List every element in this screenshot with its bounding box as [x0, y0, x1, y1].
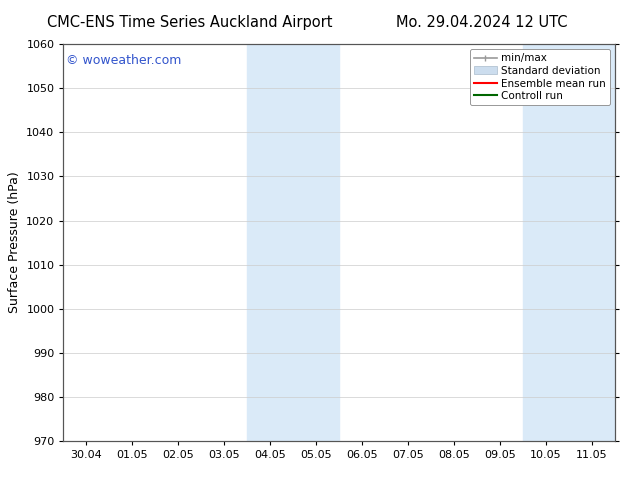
Bar	[523, 44, 615, 441]
Y-axis label: Surface Pressure (hPa): Surface Pressure (hPa)	[8, 172, 21, 314]
Bar	[247, 44, 339, 441]
Text: © woweather.com: © woweather.com	[66, 54, 181, 67]
Text: CMC-ENS Time Series Auckland Airport: CMC-ENS Time Series Auckland Airport	[48, 15, 333, 29]
Text: Mo. 29.04.2024 12 UTC: Mo. 29.04.2024 12 UTC	[396, 15, 567, 29]
Legend: min/max, Standard deviation, Ensemble mean run, Controll run: min/max, Standard deviation, Ensemble me…	[470, 49, 610, 105]
